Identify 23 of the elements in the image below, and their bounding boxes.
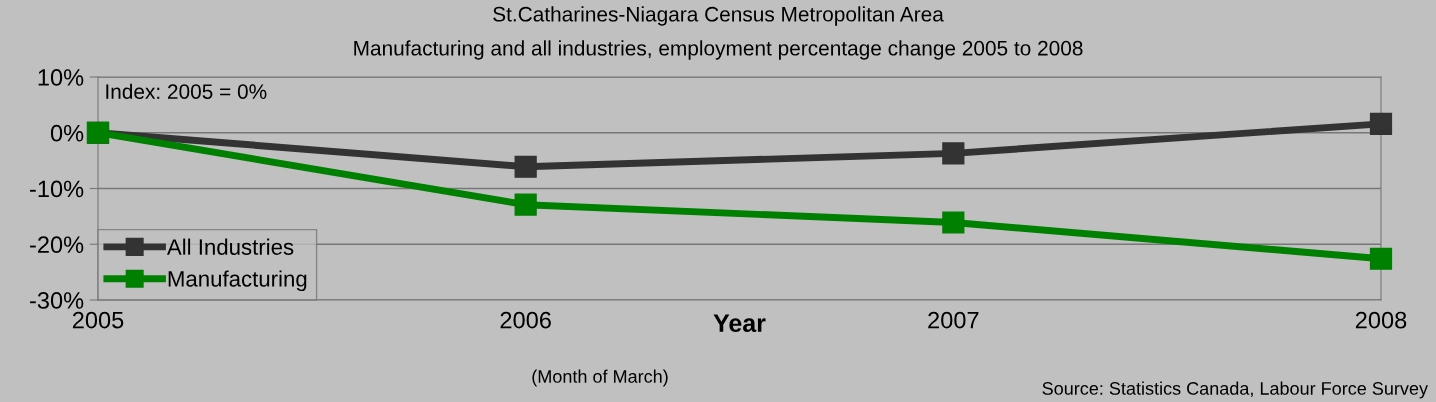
chart-title: St.Catharines-Niagara Census Metropolitan Area: [493, 6, 944, 26]
point: [514, 155, 537, 178]
source-note: Source: Statistics Canada, Labour Force Survey: [1042, 381, 1428, 399]
point: [942, 211, 965, 234]
text: (Month of March): [532, 369, 668, 387]
y-tick-label: 10%: [38, 69, 84, 86]
y-tick-label: -20%: [30, 236, 84, 254]
point: [1369, 112, 1393, 135]
x-tick-label: 2008: [1355, 311, 1407, 329]
y-tick-label: -30%: [30, 292, 84, 309]
x-tick-label: 2005: [72, 311, 124, 329]
point: [514, 193, 537, 216]
chart-subtitle: Manufacturing and all industries, employment percentage change 2005 to 2008: [354, 40, 1083, 60]
x-tick-label: 2007: [928, 311, 979, 329]
x-tick-label: 2006: [500, 311, 551, 329]
legend-label: All Industries: [166, 238, 294, 255]
x-axis-title: Year: [713, 314, 766, 333]
legend-label: Manufacturing: [168, 270, 307, 292]
point: [942, 142, 965, 165]
annotation: Index: 2005 = 0%: [106, 83, 267, 99]
point: [1369, 247, 1393, 270]
y-tick-label: -10%: [30, 180, 84, 198]
y-tick-label: 0%: [50, 124, 84, 142]
